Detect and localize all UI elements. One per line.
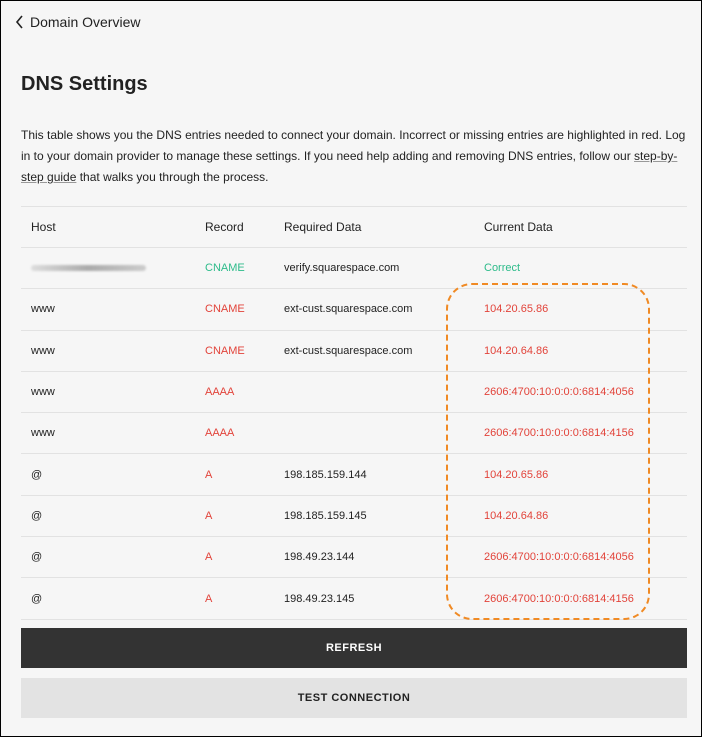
current-data-cell: 104.20.65.86 [484,288,687,331]
host-cell: @ [21,536,205,579]
table-row: www CNAME ext-cust.squarespace.com 104.20.6… [21,330,687,372]
current-data-cell: 2606:4700:10:0:0:0:6814:4056 [484,536,687,579]
step-by-step-guide-link[interactable]: step-by-step guide [21,149,678,184]
record-cell: AAAA [205,412,284,455]
current-data-cell: 104.20.65.86 [484,453,687,496]
required-data-cell: ext-cust.squarespace.com [284,330,484,372]
test-connection-button[interactable]: TEST CONNECTION [21,678,687,718]
current-data-cell: 2606:4700:10:0:0:0:6814:4156 [484,577,687,620]
table-row: @ A 198.49.23.145 2606:4700:10:0:0:0:6814:4… [21,577,687,620]
required-data-cell: 198.49.23.144 [284,536,484,579]
host-cell: www [21,412,205,455]
required-data-cell: 198.49.23.145 [284,577,484,620]
required-data-cell: ext-cust.squarespace.com [284,288,484,331]
table-row: www AAAA 2606:4700:10:0:0:0:6814:4056 [21,371,687,414]
record-cell: CNAME [205,330,284,372]
description-text-end: that walks you through the process. [76,170,269,184]
host-cell: @ [21,495,205,538]
current-data-cell: Correct [484,247,687,290]
host-cell: @ [21,577,205,620]
table-row: www AAAA 2606:4700:10:0:0:0:6814:4156 [21,412,687,455]
back-label: Domain Overview [30,14,141,30]
record-cell: A [205,577,284,620]
redacted-host [31,265,146,272]
table-row: www CNAME ext-cust.squarespace.com 104.20.6… [21,288,687,331]
current-data-cell: 104.20.64.86 [484,495,687,538]
back-link[interactable]: Domain Overview [15,14,140,30]
host-cell: www [21,288,205,331]
host-cell: www [21,330,205,372]
record-cell: A [205,453,284,496]
current-data-cell: 104.20.64.86 [484,330,687,372]
table-row: @ A 198.185.159.145 104.20.64.86 [21,495,687,538]
record-cell: A [205,495,284,538]
table-row: CNAME verify.squarespace.com Correct [21,247,687,290]
host-cell: www [21,371,205,414]
host-cell: @ [21,453,205,496]
page-title: DNS Settings [21,73,148,95]
required-data-cell [284,371,484,414]
header-current-data: Current Data [484,206,687,248]
required-data-cell [284,412,484,455]
header-required-data: Required Data [284,206,484,248]
required-data-cell: verify.squarespace.com [284,247,484,290]
table-row: @ A 198.49.23.144 2606:4700:10:0:0:0:6814:4… [21,536,687,579]
record-cell: CNAME [205,288,284,331]
dns-table: Host Record Required Data Current Data C… [21,206,687,620]
header-record: Record [205,206,284,248]
host-cell [21,247,205,290]
description-text: This table shows you the DNS entries nee… [21,128,686,163]
required-data-cell: 198.185.159.144 [284,453,484,496]
refresh-button[interactable]: REFRESH [21,628,687,668]
required-data-cell: 198.185.159.145 [284,495,484,538]
record-cell: A [205,536,284,579]
header-host: Host [21,206,205,248]
chevron-left-icon [15,15,23,29]
table-header: Host Record Required Data Current Data [21,206,687,248]
record-cell: AAAA [205,371,284,414]
page-description: This table shows you the DNS entries nee… [21,125,686,188]
current-data-cell: 2606:4700:10:0:0:0:6814:4056 [484,371,687,414]
record-cell: CNAME [205,247,284,290]
current-data-cell: 2606:4700:10:0:0:0:6814:4156 [484,412,687,455]
table-row: @ A 198.185.159.144 104.20.65.86 [21,453,687,496]
